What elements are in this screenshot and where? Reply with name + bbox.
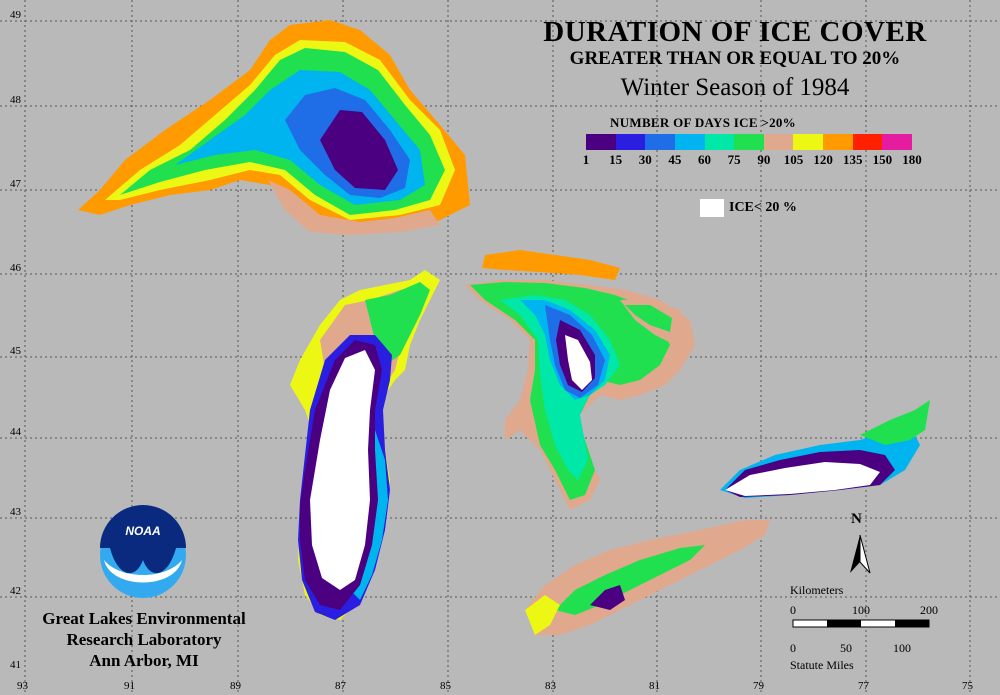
legend-tick-label: 60 bbox=[698, 152, 712, 167]
lat-label: 45 bbox=[10, 345, 21, 357]
legend-tick-label: 90 bbox=[757, 152, 771, 167]
legend-tick-label: 135 bbox=[842, 152, 863, 167]
legend-swatch bbox=[734, 134, 764, 150]
lon-label: 93 bbox=[17, 680, 28, 692]
lake-erie bbox=[525, 520, 770, 635]
legend-swatch bbox=[615, 134, 646, 150]
scale-mi-tick: 50 bbox=[840, 641, 852, 655]
scale-km-tick: 100 bbox=[852, 603, 870, 617]
scale-km-tick: 200 bbox=[920, 603, 938, 617]
lon-label: 87 bbox=[335, 680, 346, 692]
lat-label: 43 bbox=[10, 506, 21, 518]
lake-ontario bbox=[720, 400, 930, 498]
legend-swatch bbox=[852, 134, 883, 150]
lat-label: 41 bbox=[10, 659, 21, 671]
lon-label: 85 bbox=[440, 680, 451, 692]
lat-label: 44 bbox=[10, 426, 21, 438]
lat-label: 49 bbox=[10, 9, 21, 21]
map-season: Winter Season of 1984 bbox=[620, 74, 850, 101]
lon-label: 77 bbox=[858, 680, 869, 692]
lat-label: 47 bbox=[10, 178, 21, 190]
scale-km-tick: 0 bbox=[790, 603, 796, 617]
noaa-logo-text: NOAA bbox=[125, 524, 161, 538]
legend-swatch bbox=[704, 134, 735, 150]
ice-legend-swatch bbox=[700, 199, 724, 217]
north-arrow bbox=[850, 534, 871, 574]
lake-superior bbox=[78, 20, 470, 235]
scale-mi-tick: 100 bbox=[893, 641, 911, 655]
lon-label: 79 bbox=[753, 680, 764, 692]
legend-tick-label: 120 bbox=[813, 152, 833, 167]
legend-tick-labels: 1 15 30 45 60 75 90 105 120 135 150 180 bbox=[580, 152, 930, 168]
map-title: DURATION OF ICE COVER bbox=[543, 16, 927, 48]
lake-huron bbox=[465, 250, 695, 510]
legend-tick-label: 75 bbox=[727, 152, 741, 167]
legend-tick-label: 105 bbox=[783, 152, 804, 167]
legend-swatch bbox=[674, 134, 705, 150]
scale-km-label: Kilometers bbox=[790, 583, 844, 597]
org-line-1: Great Lakes Environmental bbox=[42, 609, 246, 628]
lon-label: 75 bbox=[962, 680, 973, 692]
org-line-3: Ann Arbor, MI bbox=[89, 651, 199, 670]
lon-label: 91 bbox=[124, 680, 135, 692]
organization-block: Great Lakes Environmental Research Labor… bbox=[22, 608, 266, 671]
legend-swatch bbox=[882, 134, 913, 150]
lat-label: 46 bbox=[10, 262, 21, 274]
legend-tick-label: 150 bbox=[872, 152, 893, 167]
legend-tick-label: 30 bbox=[638, 152, 652, 167]
lake-michigan bbox=[290, 270, 440, 620]
ice-legend-label: ICE< 20 % bbox=[729, 200, 797, 215]
legend-swatch bbox=[823, 134, 853, 150]
legend-swatch bbox=[586, 134, 616, 150]
noaa-logo bbox=[100, 505, 186, 598]
scale-bar bbox=[792, 619, 930, 628]
map-subtitle: GREATER THAN OR EQUAL TO 20% bbox=[569, 48, 901, 69]
lon-label: 81 bbox=[649, 680, 660, 692]
legend-swatch bbox=[763, 134, 794, 150]
legend-title: NUMBER OF DAYS ICE >20% bbox=[610, 115, 796, 130]
scale-mi-tick: 0 bbox=[790, 641, 796, 655]
legend-tick-label: 45 bbox=[668, 152, 682, 167]
org-line-2: Research Laboratory bbox=[66, 630, 222, 649]
legend-tick-label: 1 bbox=[582, 152, 590, 167]
north-label: N bbox=[851, 511, 862, 527]
legend-tick-label: 180 bbox=[902, 152, 922, 167]
lat-label: 42 bbox=[10, 585, 21, 597]
scale-mi-label: Statute Miles bbox=[790, 658, 854, 672]
legend-tick-label: 15 bbox=[609, 152, 623, 167]
lat-label: 48 bbox=[10, 94, 21, 106]
legend-color-bar bbox=[586, 134, 913, 150]
lon-label: 83 bbox=[545, 680, 556, 692]
legend-swatch bbox=[645, 134, 675, 150]
legend-swatch bbox=[793, 134, 824, 150]
lon-label: 89 bbox=[230, 680, 241, 692]
